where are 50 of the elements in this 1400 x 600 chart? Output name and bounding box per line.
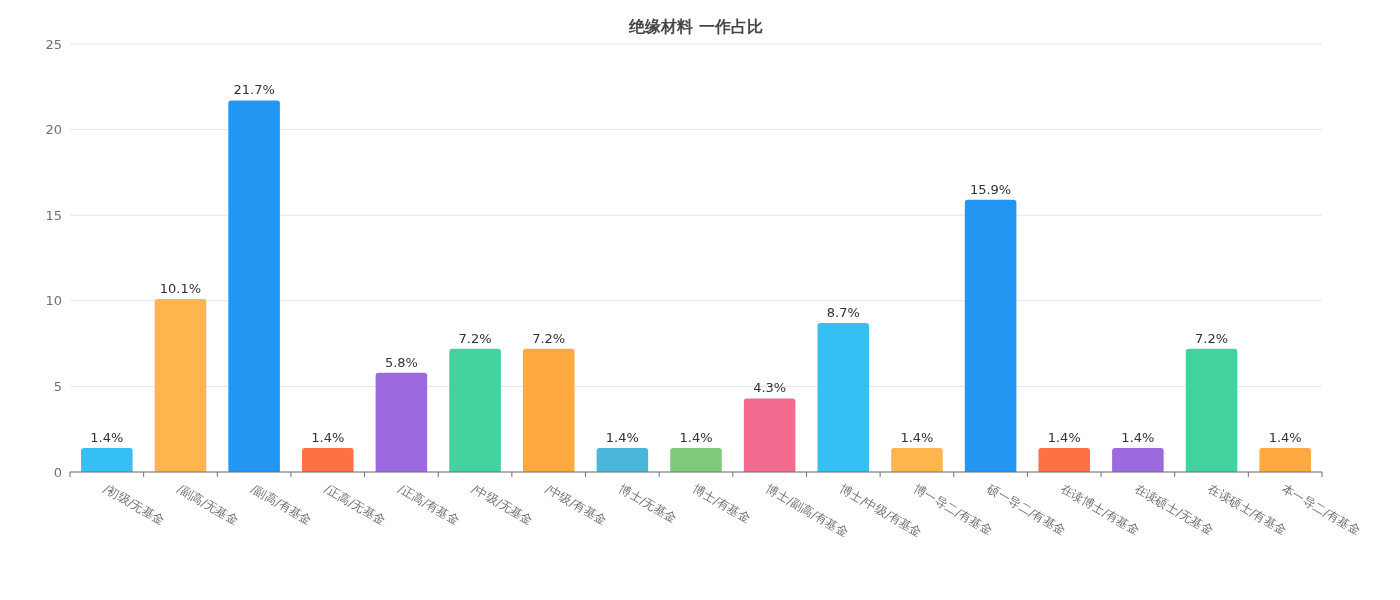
bar [1185,348,1238,472]
data-label: 1.4% [605,430,639,446]
bar [743,398,796,472]
bar [81,448,133,472]
data-label: 1.4% [1268,430,1302,446]
x-tick-label: /中级/有基金 [543,481,609,528]
y-tick-label: 5 [53,378,62,394]
bar [449,348,501,472]
data-label: 7.2% [458,330,492,346]
data-label: 10.1% [159,281,202,297]
y-tick-label: 25 [45,36,62,52]
bar [301,448,354,472]
bar [891,448,943,472]
data-label: 1.4% [311,430,345,446]
bar [817,323,870,472]
x-tick-label: /正高/有基金 [395,481,462,528]
bar [1259,448,1311,472]
data-label: 5.8% [384,354,418,370]
bar [154,299,207,472]
data-label: 1.4% [1047,430,1081,446]
data-label: 4.3% [753,380,787,396]
bar [1038,448,1091,472]
x-tick-label: 博士/有基金 [690,481,753,526]
x-tick-label: /正高/无基金 [322,481,389,528]
data-label: 7.2% [532,330,566,346]
bar [375,372,428,472]
data-label: 1.4% [679,430,713,446]
x-tick-label: /中级/无基金 [469,481,536,528]
y-tick-label: 10 [45,293,62,309]
bar [522,348,575,472]
bar [1112,448,1164,472]
bar [228,100,280,472]
x-tick-label: /初级/无基金 [101,481,168,528]
data-label: 1.4% [900,430,934,446]
x-tick-label: 博士/无基金 [616,481,680,526]
data-label: 8.7% [826,305,860,321]
x-tick-label: /副高/有基金 [248,481,315,528]
y-tick-label: 15 [45,207,62,223]
data-label: 1.4% [90,430,124,446]
y-tick-label: 20 [45,122,62,138]
x-tick-label: /副高/无基金 [174,481,241,528]
y-tick-label: 0 [53,464,62,480]
data-label: 7.2% [1195,330,1229,346]
data-label: 21.7% [233,82,275,98]
bar [670,448,722,472]
chart-title: 绝缘材料 一作占比 [628,17,763,36]
bar [596,448,649,472]
bar [964,199,1017,472]
data-label: 1.4% [1121,430,1155,446]
data-label: 15.9% [969,181,1012,197]
